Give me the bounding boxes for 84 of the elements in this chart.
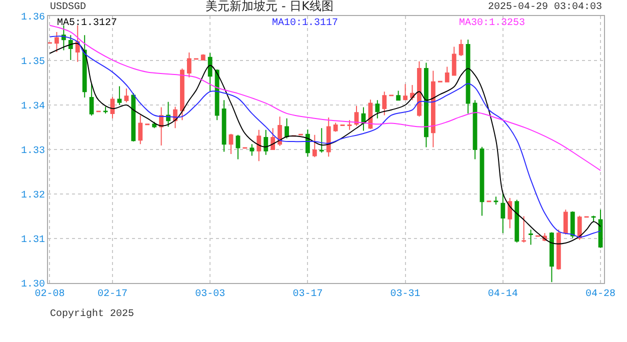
series-label: MA5:1.3127 — [57, 18, 118, 29]
candlestick — [264, 129, 268, 156]
candlestick — [284, 118, 289, 139]
candlestick — [278, 116, 282, 146]
x-tick-label: 02-08 — [34, 289, 65, 300]
candlestick — [361, 106, 366, 132]
x-tick-label: 03-17 — [292, 289, 323, 300]
candlestick — [563, 209, 568, 235]
candlestick — [375, 100, 380, 119]
candlestick — [494, 196, 498, 206]
candlestick — [570, 210, 575, 239]
x-tick-label: 04-14 — [488, 289, 518, 300]
candlestick — [75, 24, 80, 62]
chart-title: 美元新加坡元 - 日K线图 — [206, 0, 334, 14]
candlestick — [54, 32, 59, 53]
y-tick-label: 1.36 — [20, 12, 45, 24]
text: Copyright 2025 — [50, 308, 134, 320]
y-tick-label: 1.33 — [20, 146, 45, 157]
candlestick — [528, 229, 533, 246]
x-tick-label: 03-31 — [390, 289, 420, 300]
candlestick — [82, 34, 87, 98]
candlestick — [159, 106, 164, 146]
candlestick — [424, 62, 428, 148]
y-tick-label: 1.31 — [20, 235, 45, 246]
candlestick — [103, 106, 108, 114]
x-tick-label: 03-03 — [195, 289, 226, 300]
candlestick — [410, 84, 414, 101]
candlestick — [403, 84, 408, 101]
y-tick-label: 1.32 — [20, 190, 45, 202]
candlestick — [508, 198, 512, 229]
candlestick — [270, 128, 276, 150]
candlestick — [222, 100, 226, 152]
candlestick — [319, 128, 324, 154]
candlestick — [200, 54, 206, 61]
candlestick — [117, 86, 122, 106]
candlestick — [458, 39, 464, 57]
candlestick — [326, 116, 331, 158]
candlestick — [550, 232, 554, 283]
candlestick — [472, 100, 478, 160]
candlestick — [452, 46, 456, 76]
candlestick — [577, 215, 582, 240]
candlestick — [312, 134, 317, 158]
candlestick — [396, 90, 401, 102]
candlestick — [236, 134, 240, 160]
candlestick — [333, 122, 338, 132]
candlestick — [480, 146, 484, 216]
candlestick — [514, 199, 520, 244]
candlestick — [208, 52, 212, 92]
candlestick — [500, 192, 506, 234]
text: MA30:1.3253 — [459, 18, 526, 29]
candlestick — [110, 96, 115, 119]
candlestick — [591, 215, 596, 222]
candlestick — [124, 88, 129, 103]
candlestick — [61, 24, 66, 51]
candlestick — [368, 99, 373, 130]
y-tick-label: 1.30 — [20, 280, 45, 290]
candlestick — [186, 52, 192, 78]
candlestick — [430, 70, 436, 148]
candlestick — [466, 39, 470, 114]
candlestick — [228, 133, 234, 154]
candlestick — [152, 121, 157, 129]
x-tick-label: 02-17 — [97, 289, 128, 300]
candlestick — [138, 114, 143, 145]
candlestick — [417, 60, 422, 118]
x-tick-label: 04-28 — [586, 289, 616, 300]
candlestick — [347, 120, 352, 130]
text: MA10:1.3117 — [272, 18, 338, 29]
candlestick — [214, 68, 220, 121]
y-tick-label: 1.35 — [20, 57, 45, 68]
text: 2025-04-29 03:04:03 — [488, 2, 602, 13]
candlestick — [556, 229, 561, 270]
candlestick — [444, 66, 450, 82]
candlestick — [131, 92, 136, 142]
candlestick — [382, 91, 387, 116]
y-tick-label: 1.34 — [20, 102, 45, 112]
candlestick — [305, 128, 310, 158]
candlestick — [166, 101, 170, 128]
candlestick — [89, 83, 94, 116]
text: USDSGD — [50, 2, 86, 13]
candlestick — [522, 216, 526, 244]
candlestick — [598, 209, 603, 248]
candlestick — [256, 129, 262, 162]
candlestick — [180, 68, 184, 121]
candlestick — [250, 144, 254, 156]
